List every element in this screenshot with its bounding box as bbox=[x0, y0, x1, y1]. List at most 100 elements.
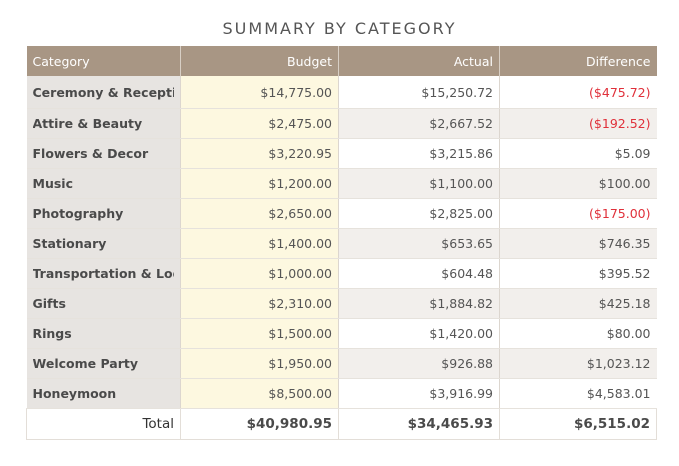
category-value: Music bbox=[32, 176, 73, 191]
category-cell[interactable]: Flowers & Decor bbox=[26, 138, 181, 169]
table-row: Honeymoon $8,500.00 $3,916.99 $4,583.01 bbox=[26, 378, 657, 409]
difference-value: $425.18 bbox=[598, 296, 651, 311]
actual-value: $1,420.00 bbox=[429, 326, 493, 341]
budget-value: $2,310.00 bbox=[268, 296, 332, 311]
table-row: Music $1,200.00 $1,100.00 $100.00 bbox=[26, 168, 657, 199]
difference-value: ($175.00) bbox=[589, 206, 651, 221]
actual-value: $1,100.00 bbox=[429, 176, 493, 191]
category-cell[interactable]: Honeymoon bbox=[26, 378, 181, 409]
table-row: Photography $2,650.00 $2,825.00 ($175.00) bbox=[26, 198, 657, 229]
category-cell[interactable]: Rings bbox=[26, 318, 181, 349]
difference-cell[interactable]: $4,583.01 bbox=[499, 378, 657, 409]
total-budget: $40,980.95 bbox=[180, 408, 339, 440]
difference-cell[interactable]: ($475.72) bbox=[499, 76, 657, 109]
actual-cell[interactable]: $604.48 bbox=[338, 258, 500, 289]
actual-cell[interactable]: $653.65 bbox=[338, 228, 500, 259]
category-cell[interactable]: Attire & Beauty bbox=[26, 108, 181, 139]
header-row: Category Budget Actual Difference bbox=[26, 46, 657, 76]
total-row: Total $40,980.95 $34,465.93 $6,515.02 bbox=[26, 408, 657, 440]
budget-value: $8,500.00 bbox=[268, 386, 332, 401]
category-value: Attire & Beauty bbox=[32, 116, 143, 131]
actual-cell[interactable]: $1,884.82 bbox=[338, 288, 500, 319]
category-value: Welcome Party bbox=[32, 356, 139, 371]
actual-value: $3,215.86 bbox=[429, 146, 493, 161]
difference-value: $746.35 bbox=[598, 236, 651, 251]
actual-value: $2,667.52 bbox=[429, 116, 493, 131]
actual-cell[interactable]: $2,667.52 bbox=[338, 108, 500, 139]
budget-cell[interactable]: $1,950.00 bbox=[180, 348, 339, 379]
budget-value: $1,950.00 bbox=[268, 356, 332, 371]
total-actual: $34,465.93 bbox=[338, 408, 500, 440]
budget-cell[interactable]: $2,475.00 bbox=[180, 108, 339, 139]
table-row: Ceremony & Reception $14,775.00 $15,250.72… bbox=[26, 76, 657, 109]
category-value: Rings bbox=[32, 326, 72, 341]
category-value: Ceremony & Reception bbox=[32, 84, 175, 100]
table-row: Stationary $1,400.00 $653.65 $746.35 bbox=[26, 228, 657, 259]
budget-cell[interactable]: $2,650.00 bbox=[180, 198, 339, 229]
category-value: Gifts bbox=[32, 296, 66, 311]
budget-value: $1,000.00 bbox=[268, 266, 332, 281]
actual-value: $3,916.99 bbox=[429, 386, 493, 401]
difference-cell[interactable]: $746.35 bbox=[499, 228, 657, 259]
difference-cell[interactable]: $5.09 bbox=[499, 138, 657, 169]
summary-table: Category Budget Actual Difference Ceremo… bbox=[26, 46, 657, 440]
actual-cell[interactable]: $15,250.72 bbox=[338, 76, 500, 109]
difference-value: $1,023.12 bbox=[586, 356, 651, 371]
budget-value: $2,650.00 bbox=[268, 206, 332, 221]
actual-cell[interactable]: $2,825.00 bbox=[338, 198, 500, 229]
category-cell[interactable]: Stationary bbox=[26, 228, 181, 259]
table-row: Rings $1,500.00 $1,420.00 $80.00 bbox=[26, 318, 657, 349]
budget-value: $3,220.95 bbox=[268, 146, 332, 161]
category-cell[interactable]: Ceremony & Reception bbox=[26, 76, 181, 109]
actual-cell[interactable]: $1,100.00 bbox=[338, 168, 500, 199]
category-cell[interactable]: Music bbox=[26, 168, 181, 199]
table-row: Welcome Party $1,950.00 $926.88 $1,023.12 bbox=[26, 348, 657, 379]
actual-cell[interactable]: $3,215.86 bbox=[338, 138, 500, 169]
difference-cell[interactable]: ($192.52) bbox=[499, 108, 657, 139]
summary-title: SUMMARY BY CATEGORY bbox=[222, 19, 457, 38]
actual-value: $15,250.72 bbox=[421, 84, 493, 100]
category-cell[interactable]: Gifts bbox=[26, 288, 181, 319]
budget-value: $1,500.00 bbox=[268, 326, 332, 341]
budget-cell[interactable]: $1,500.00 bbox=[180, 318, 339, 349]
total-difference: $6,515.02 bbox=[499, 408, 657, 440]
actual-value: $604.48 bbox=[441, 266, 493, 281]
budget-cell[interactable]: $8,500.00 bbox=[180, 378, 339, 409]
category-value: Photography bbox=[32, 206, 124, 221]
difference-cell[interactable]: ($175.00) bbox=[499, 198, 657, 229]
difference-value: $100.00 bbox=[598, 176, 651, 191]
category-value: Stationary bbox=[32, 236, 107, 251]
actual-value: $926.88 bbox=[441, 356, 493, 371]
budget-value: $1,200.00 bbox=[268, 176, 332, 191]
budget-cell[interactable]: $1,400.00 bbox=[180, 228, 339, 259]
difference-value: $5.09 bbox=[614, 146, 651, 161]
actual-value: $1,884.82 bbox=[429, 296, 493, 311]
difference-value: ($475.72) bbox=[589, 84, 651, 100]
budget-cell[interactable]: $3,220.95 bbox=[180, 138, 339, 169]
difference-cell[interactable]: $425.18 bbox=[499, 288, 657, 319]
category-cell[interactable]: Welcome Party bbox=[26, 348, 181, 379]
actual-cell[interactable]: $3,916.99 bbox=[338, 378, 500, 409]
actual-value: $2,825.00 bbox=[429, 206, 493, 221]
difference-value: $80.00 bbox=[606, 326, 651, 341]
actual-cell[interactable]: $926.88 bbox=[338, 348, 500, 379]
budget-cell[interactable]: $2,310.00 bbox=[180, 288, 339, 319]
budget-cell[interactable]: $14,775.00 bbox=[180, 76, 339, 109]
column-header-category: Category bbox=[26, 46, 181, 76]
table-row: Flowers & Decor $3,220.95 $3,215.86 $5.09 bbox=[26, 138, 657, 169]
budget-cell[interactable]: $1,000.00 bbox=[180, 258, 339, 289]
total-label: Total bbox=[26, 408, 181, 440]
difference-cell[interactable]: $80.00 bbox=[499, 318, 657, 349]
difference-cell[interactable]: $395.52 bbox=[499, 258, 657, 289]
budget-cell[interactable]: $1,200.00 bbox=[180, 168, 339, 199]
category-value: Transportation & Lodging bbox=[32, 266, 175, 281]
table-row: Attire & Beauty $2,475.00 $2,667.52 ($192.5… bbox=[26, 108, 657, 139]
category-value: Flowers & Decor bbox=[32, 146, 149, 161]
actual-value: $653.65 bbox=[441, 236, 493, 251]
budget-value: $14,775.00 bbox=[260, 84, 332, 100]
category-cell[interactable]: Transportation & Lodging bbox=[26, 258, 181, 289]
difference-cell[interactable]: $100.00 bbox=[499, 168, 657, 199]
actual-cell[interactable]: $1,420.00 bbox=[338, 318, 500, 349]
category-cell[interactable]: Photography bbox=[26, 198, 181, 229]
difference-cell[interactable]: $1,023.12 bbox=[499, 348, 657, 379]
